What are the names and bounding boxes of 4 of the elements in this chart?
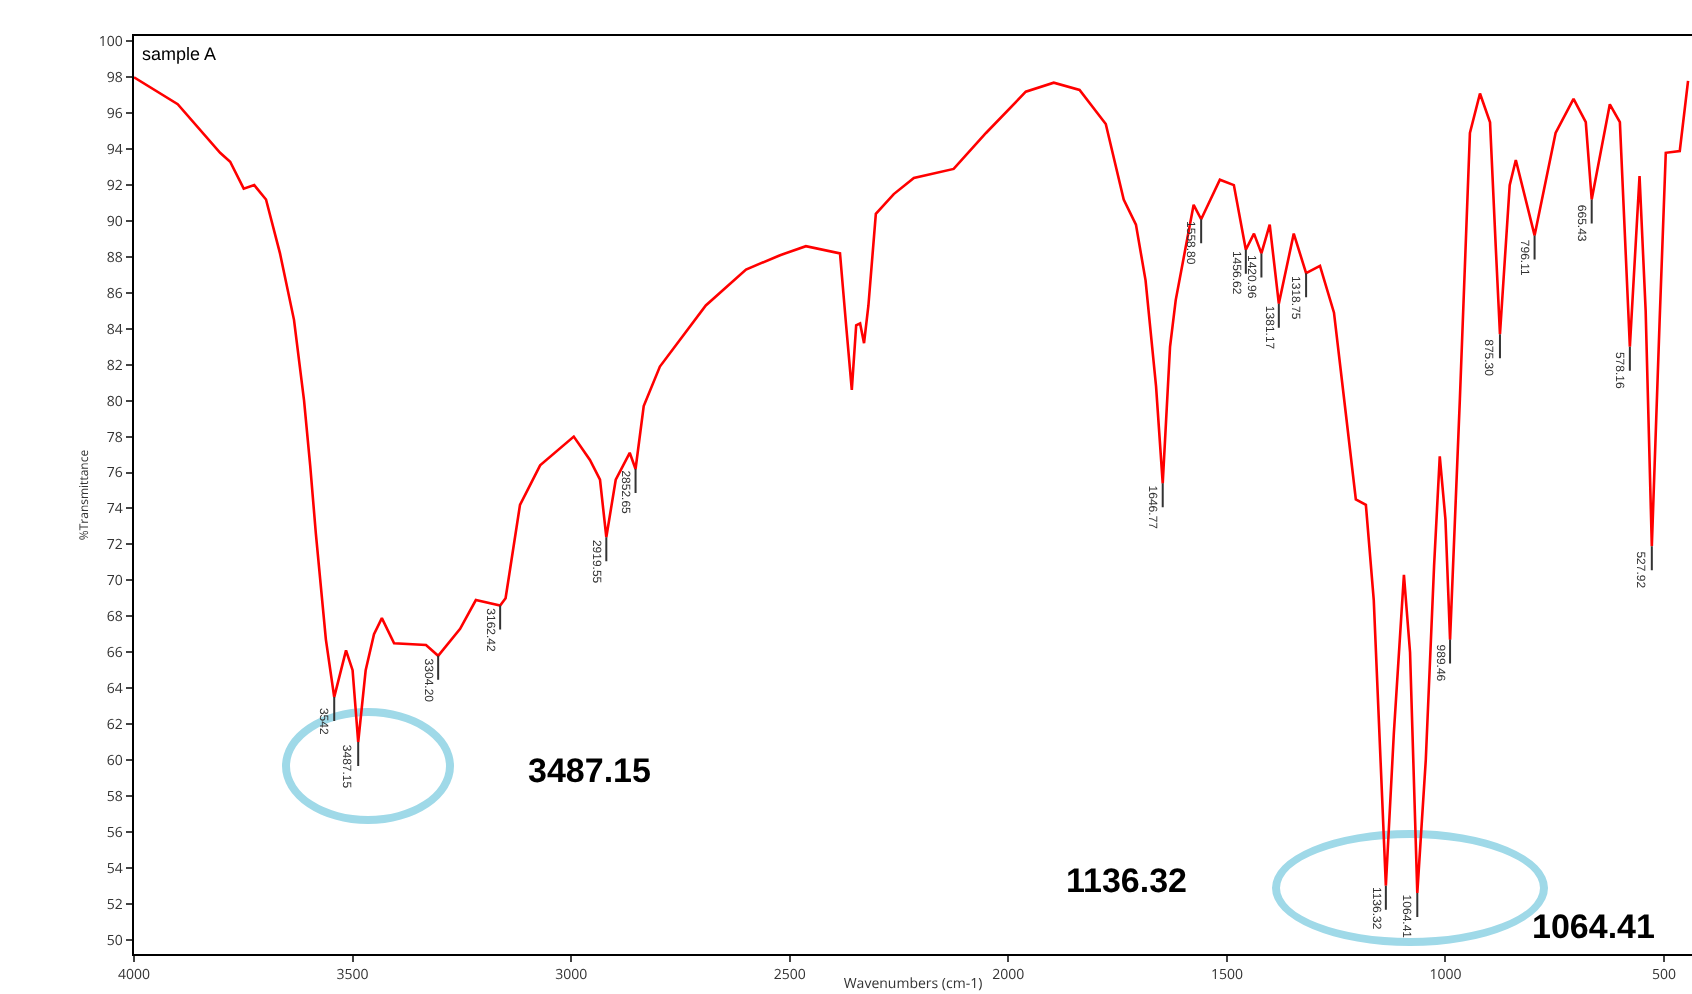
annotation: 3487.15 [528, 752, 651, 790]
annotation: 1136.32 [1066, 862, 1188, 900]
annotation: 1064.41 [1532, 908, 1655, 946]
annotation: sample A [142, 44, 217, 64]
